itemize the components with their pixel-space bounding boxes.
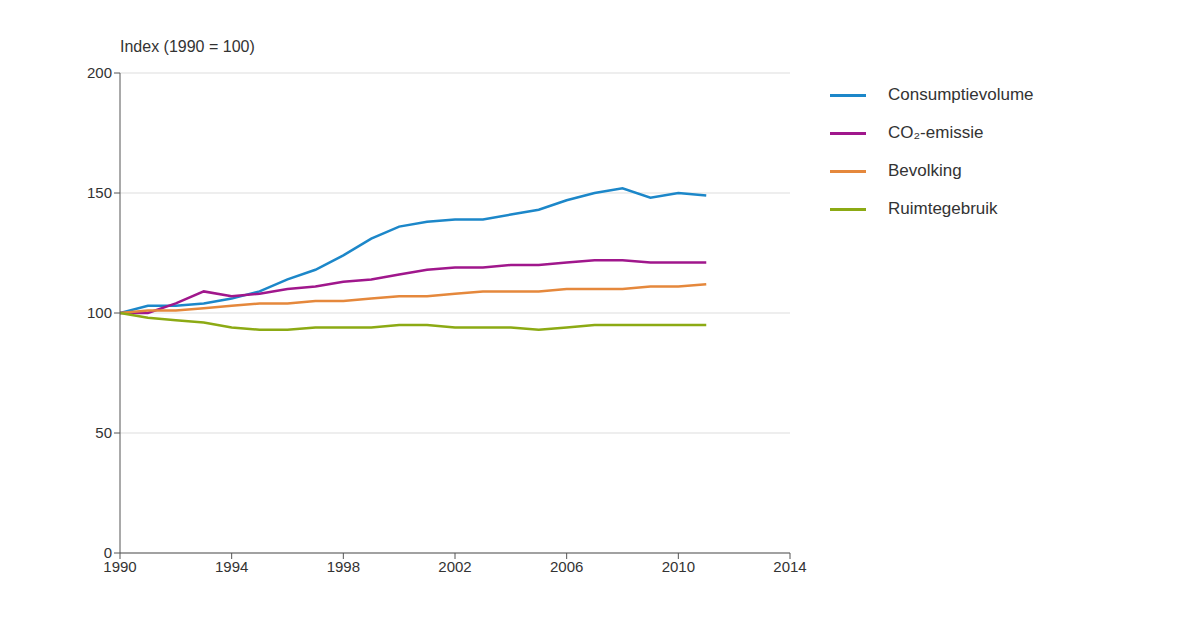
html-text:Consumptievolume: Consumptievolume [888, 85, 1034, 104]
svg-text:50: 50 [95, 424, 112, 441]
svg-text:1998: 1998 [327, 558, 360, 575]
html-text:Index (1990 = 100): Index (1990 = 100) [120, 38, 255, 55]
svg-text:2010: 2010 [662, 558, 695, 575]
svg-text:2002: 2002 [438, 558, 471, 575]
html-text:Ruimtegebruik: Ruimtegebruik [888, 199, 998, 218]
svg-text:1994: 1994 [215, 558, 248, 575]
svg-text:1990: 1990 [103, 557, 137, 575]
svg-text:0: 0 [104, 544, 112, 561]
svg-text:100: 100 [87, 304, 112, 321]
svg-text:2006: 2006 [550, 558, 583, 575]
svg-text:2014: 2014 [773, 558, 806, 575]
html-text:Bevolking: Bevolking [888, 161, 962, 180]
svg-text:200: 200 [87, 64, 112, 81]
html-text:CO₂-emissie: CO₂-emissie [888, 123, 984, 142]
svg-text:150: 150 [87, 184, 112, 201]
